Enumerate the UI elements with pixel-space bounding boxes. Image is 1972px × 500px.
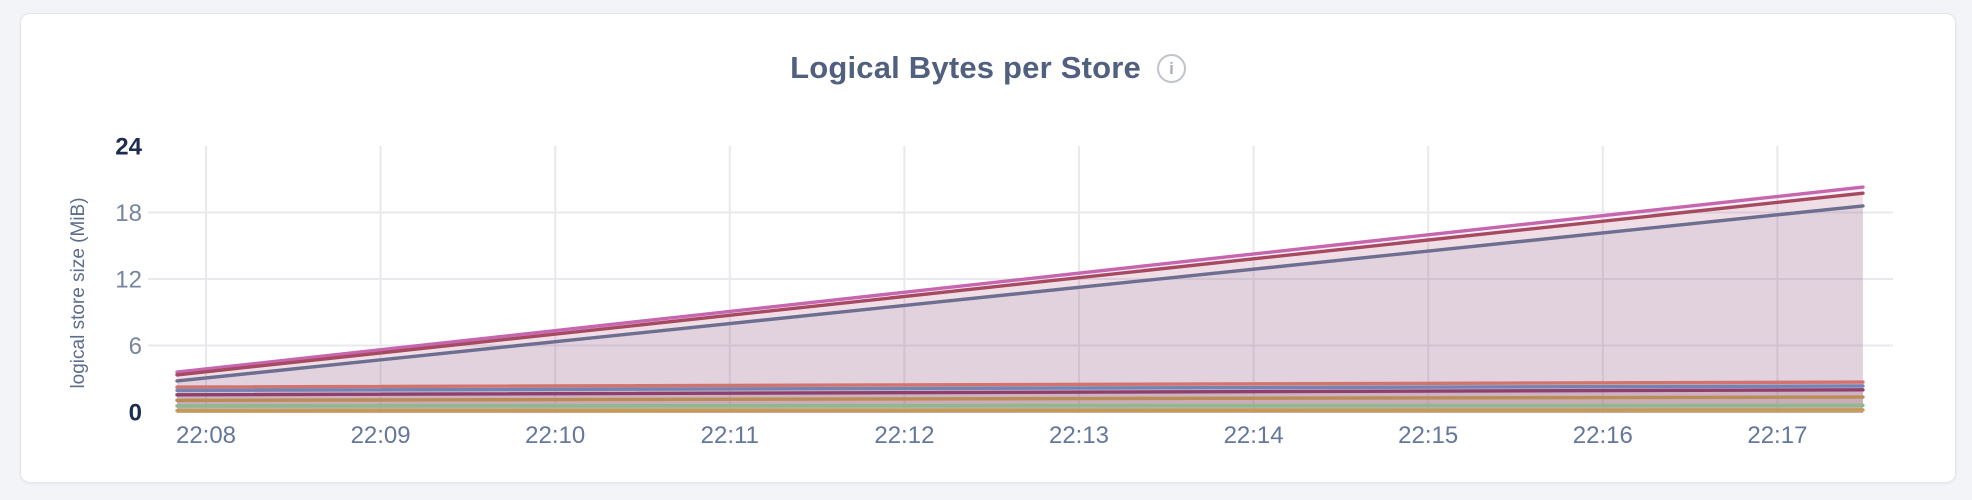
series-line-store-2 (175, 191, 1865, 377)
x-tick-label: 22:11 (701, 422, 759, 449)
series-area-store-1 (177, 187, 1863, 413)
series-area-store-3 (177, 205, 1863, 413)
x-tick-label: 22:15 (1398, 422, 1458, 449)
y-tick-label: 24 (115, 134, 142, 161)
x-tick-label: 22:13 (1049, 422, 1109, 449)
info-icon[interactable]: i (1156, 53, 1186, 83)
series-line-store-7 (175, 395, 1865, 403)
series-line-store-5 (175, 384, 1865, 393)
x-tick-label: 22:16 (1573, 422, 1633, 449)
x-tick-label: 22:10 (525, 422, 585, 449)
y-tick-label: 6 (129, 333, 142, 360)
y-tick-label: 12 (115, 267, 142, 294)
series-line-store-1 (175, 185, 1865, 374)
series-line-store-4 (175, 380, 1865, 389)
y-tick-label: 0 (129, 400, 142, 427)
series-line-store-6 (175, 388, 1865, 397)
plot-area[interactable] (148, 146, 1893, 413)
x-tick-label: 22:17 (1747, 422, 1807, 449)
x-tick-label: 22:12 (874, 422, 934, 449)
x-tick-label: 22:14 (1224, 422, 1284, 449)
series-line-store-8 (175, 403, 1865, 408)
series-line-store-3 (175, 204, 1865, 383)
info-icon-glyph: i (1169, 58, 1174, 78)
y-tick-label: 18 (115, 200, 142, 227)
x-tick-label: 22:09 (351, 422, 411, 449)
chart-header: Logical Bytes per Store i (21, 50, 1955, 86)
x-tick-label: 22:08 (176, 422, 236, 449)
series-line-store-9 (175, 408, 1865, 413)
chart-title: Logical Bytes per Store (790, 50, 1141, 85)
